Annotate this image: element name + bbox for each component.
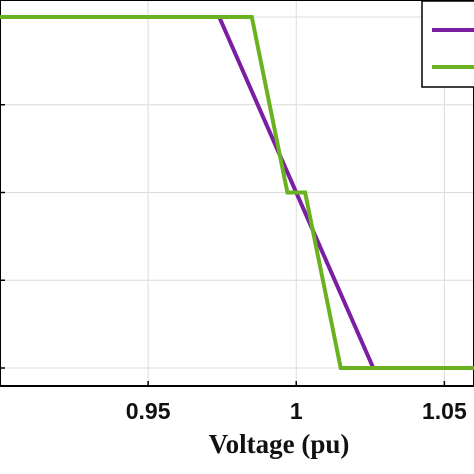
series-lines	[0, 15, 474, 370]
x-tick-labels: 0.95 1 1.05	[126, 398, 467, 424]
plot-frame	[0, 0, 474, 387]
axis-ticks	[0, 16, 446, 386]
series-line-2	[0, 15, 474, 370]
x-axis-label: Voltage (pu)	[209, 429, 350, 459]
x-tick-label: 0.95	[126, 398, 171, 424]
x-tick-label: 1	[290, 398, 303, 424]
legend-box	[421, 0, 474, 88]
x-tick-label: 1.05	[422, 398, 467, 424]
legend	[421, 0, 474, 88]
